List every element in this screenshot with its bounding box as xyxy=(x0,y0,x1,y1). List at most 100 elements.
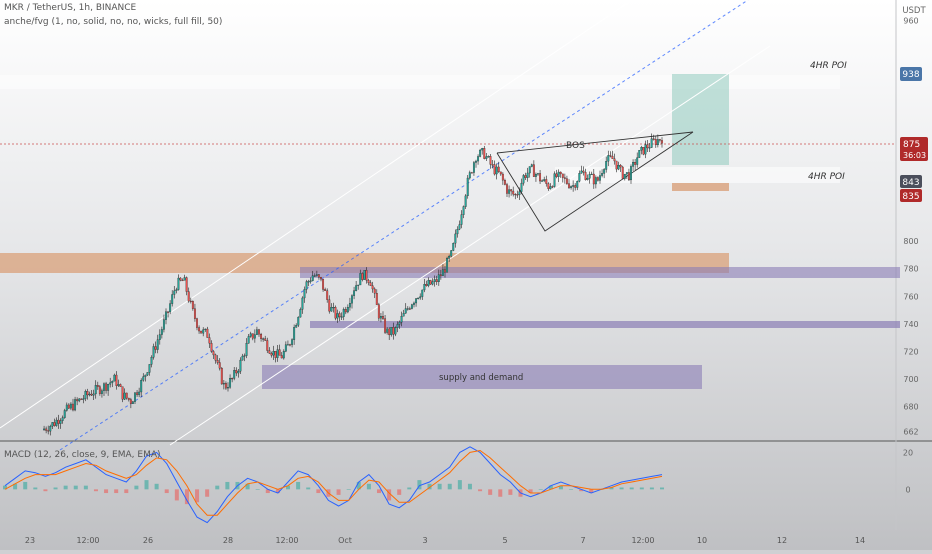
candle-body xyxy=(286,344,289,346)
candle-body xyxy=(574,185,577,188)
candle-body xyxy=(224,383,227,389)
candle-body xyxy=(258,329,260,335)
candle-body xyxy=(158,334,161,340)
macd-histogram-bar xyxy=(53,487,58,490)
candle-body xyxy=(506,184,508,194)
macd-histogram-bar xyxy=(467,483,472,490)
candle-body xyxy=(503,180,506,185)
candle-body xyxy=(303,289,306,299)
candle-body xyxy=(55,419,58,426)
candle-body xyxy=(105,383,108,391)
candle-body xyxy=(220,368,223,385)
candle-body xyxy=(415,298,418,304)
channel-upper[interactable] xyxy=(0,0,633,429)
macd-histogram-bar xyxy=(538,489,543,490)
target-box[interactable] xyxy=(672,74,729,165)
macd-histogram-bar xyxy=(639,487,644,490)
candle-body xyxy=(377,304,380,319)
wedge-pattern[interactable] xyxy=(496,131,694,232)
candle-body xyxy=(255,329,258,335)
candle-body xyxy=(216,360,219,363)
supply-demand-zone[interactable] xyxy=(262,365,702,389)
macd-axis[interactable]: 20 0 xyxy=(903,448,913,494)
candle-body xyxy=(301,297,304,310)
candle-body xyxy=(270,353,273,356)
candle-body xyxy=(173,290,176,295)
poi-top-label: 4HR POI xyxy=(810,61,847,71)
candle-body xyxy=(136,392,139,395)
price-tick: 740 xyxy=(903,320,918,329)
candle-body xyxy=(642,147,645,155)
candle-body xyxy=(43,428,46,431)
candle-body xyxy=(646,144,649,149)
candle-body xyxy=(309,280,312,282)
macd-histogram-bar xyxy=(366,483,371,490)
macd-histogram-bar xyxy=(478,489,483,492)
bos-line[interactable] xyxy=(496,131,694,154)
symbol-legend[interactable]: MKR / TetherUS, 1h, BINANCE xyxy=(4,3,137,13)
candle-body xyxy=(63,410,66,418)
candle-body xyxy=(402,313,405,317)
candle-body xyxy=(636,157,639,165)
candle-body xyxy=(572,185,575,187)
macd-histogram-bar xyxy=(205,489,210,497)
zones-layer xyxy=(0,74,900,389)
candle-body xyxy=(45,428,48,431)
candle-body xyxy=(516,194,519,196)
time-tick: Oct xyxy=(338,536,352,545)
candle-body xyxy=(510,189,513,192)
macd-histogram-bar xyxy=(346,489,351,490)
candle-body xyxy=(229,378,232,388)
candle-body xyxy=(260,334,263,339)
candle-body xyxy=(419,296,422,299)
candle-body xyxy=(92,393,95,396)
candle-body xyxy=(524,175,527,178)
candle-body xyxy=(307,281,310,283)
macd-legend[interactable]: MACD (12, 26, close, 9, EMA, EMA) xyxy=(4,450,161,460)
candle-body xyxy=(94,385,97,395)
candle-body xyxy=(214,354,217,361)
candle-body xyxy=(609,155,612,157)
candle-body xyxy=(392,327,395,335)
macd-histogram-bar xyxy=(508,489,513,495)
candle-body xyxy=(493,164,496,175)
candle-body xyxy=(206,328,209,338)
candle-body xyxy=(561,173,564,178)
channel-lower[interactable] xyxy=(169,45,771,446)
candle-body xyxy=(152,346,155,358)
candle-body xyxy=(82,398,85,400)
candle-body xyxy=(76,399,79,402)
macd-histogram-bar xyxy=(104,489,109,494)
candle-body xyxy=(439,274,442,276)
candle-body xyxy=(138,391,141,395)
macd-histogram-bar xyxy=(336,489,341,495)
candle-body xyxy=(650,138,653,148)
candle-body xyxy=(588,174,591,179)
candle-body xyxy=(528,166,531,174)
candle-body xyxy=(450,250,453,257)
candle-body xyxy=(289,344,291,346)
stop-box[interactable] xyxy=(672,183,729,191)
poi-top-zone[interactable] xyxy=(0,75,840,89)
candle-body xyxy=(67,404,70,409)
candle-body xyxy=(121,386,124,400)
candle-body xyxy=(317,274,320,278)
price-tick: 780 xyxy=(903,265,918,274)
macd-histogram-bar xyxy=(579,489,584,492)
demand-zone-purple-2[interactable] xyxy=(310,321,900,328)
channel-middle[interactable] xyxy=(59,0,749,451)
indicator-legend[interactable]: anche/fvg (1, no, solid, no, no, wicks, … xyxy=(4,17,223,27)
candle-body xyxy=(475,160,477,163)
candle-body xyxy=(361,273,364,280)
candle-body xyxy=(98,386,101,394)
candle-body xyxy=(421,289,424,297)
candle-body xyxy=(382,316,384,319)
macd-histogram-bar xyxy=(164,489,169,494)
candle-body xyxy=(437,274,440,283)
demand-zone-purple-1[interactable] xyxy=(300,267,900,278)
poi-bottom-zone[interactable] xyxy=(555,167,840,183)
time-axis[interactable]: 23 12:00 26 28 12:00 Oct 3 5 7 12:00 10 12 14 xyxy=(25,536,865,545)
candle-body xyxy=(239,359,242,372)
candle-body xyxy=(80,398,83,400)
